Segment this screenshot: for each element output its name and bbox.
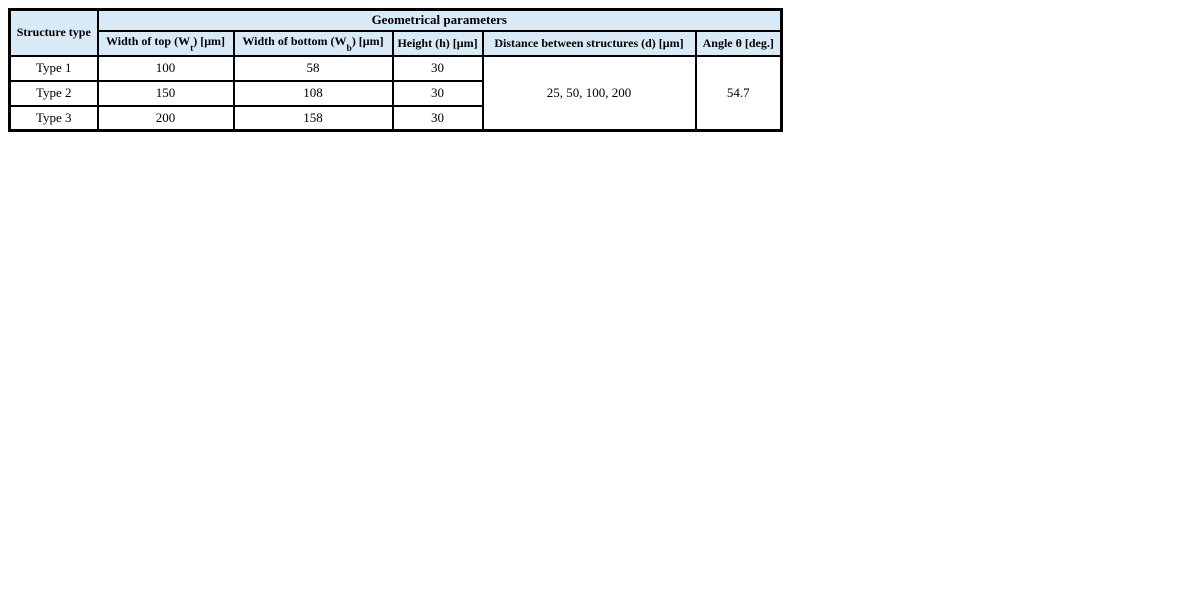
col-header-text: Width of bottom (W [242, 34, 347, 49]
table-row-type-2: Type 2 150 108 30 [8, 79, 782, 107]
col-header-text: ) [μm] [193, 34, 226, 49]
cell-width-bottom: 108 [232, 79, 394, 107]
table-row-type-1: Type 1 100 58 30 25, 50, 100, 200 54.7 [8, 54, 783, 132]
cell-width-top: 150 [96, 79, 235, 107]
row-label: Type 3 [8, 104, 99, 132]
cell-width-top: 200 [96, 104, 235, 132]
table-row-type-3: Type 3 200 158 30 [8, 104, 782, 132]
col-header-height: Height (h) [μm] [391, 29, 484, 57]
col-header-width-top: Width of top (Wt) [μm] [96, 29, 235, 57]
row-label: Type 2 [8, 79, 99, 107]
col-header-text: Angle θ [deg.] [702, 35, 774, 50]
col-header-width-bottom: Width of bottom (Wb) [μm] [232, 29, 394, 57]
col-header-text: Distance between structures (d) [μm] [494, 35, 684, 50]
cell-distance: 25, 50, 100, 200 [481, 54, 697, 132]
row-label: Type 1 [8, 54, 99, 82]
geometrical-parameters-table: Structure type Geometrical parameters Wi… [8, 8, 783, 132]
col-header-angle: Angle θ [deg.] [694, 29, 783, 57]
col-header-subscript: b [346, 43, 352, 54]
cell-angle: 54.7 [694, 54, 783, 132]
col-header-text: Height (h) [μm] [397, 35, 478, 50]
cell-width-bottom: 58 [232, 54, 394, 82]
cell-width-top: 100 [96, 54, 235, 82]
cell-height: 30 [391, 79, 484, 107]
col-header-subscript: t [190, 43, 194, 54]
cell-width-bottom: 158 [232, 104, 394, 132]
cell-height: 30 [391, 54, 484, 82]
structure-type-header: Structure type [8, 8, 99, 57]
col-header-text: Width of top (W [105, 34, 191, 49]
col-header-text: ) [μm] [351, 34, 384, 49]
col-header-distance: Distance between structures (d) [μm] [481, 29, 697, 57]
group-header-geometrical-parameters: Geometrical parameters [96, 8, 783, 32]
cell-height: 30 [391, 104, 484, 132]
